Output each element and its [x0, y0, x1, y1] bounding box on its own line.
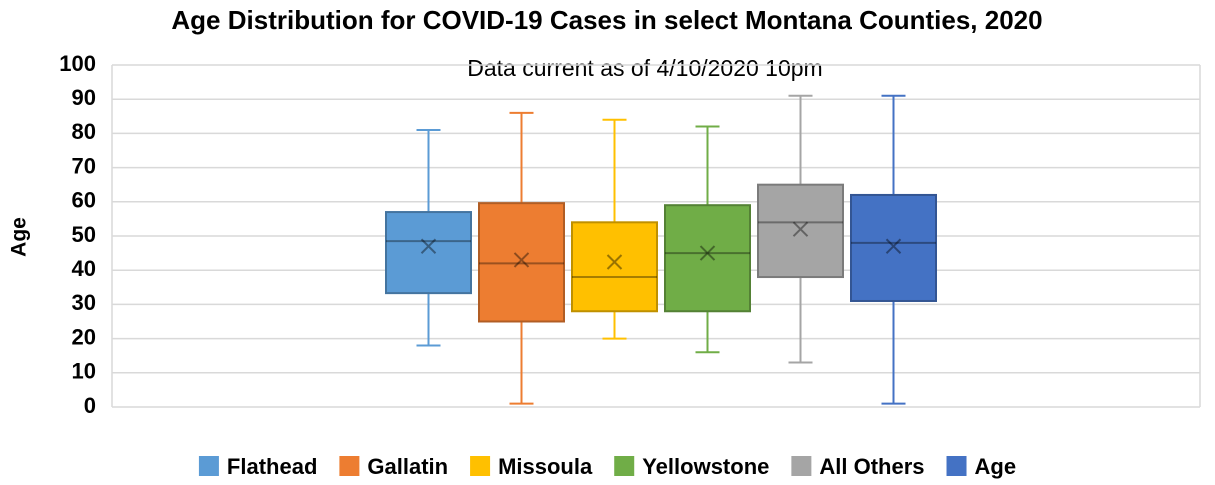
- box-outline: [757, 183, 844, 279]
- mean-marker: [513, 252, 530, 268]
- box-outline: [478, 202, 565, 323]
- y-tick-label: 10: [72, 359, 96, 384]
- box: [850, 193, 937, 302]
- legend-swatch: [791, 456, 812, 476]
- y-tick-label: 50: [72, 222, 96, 247]
- box-group: [664, 125, 751, 354]
- y-tick-label: 80: [72, 119, 96, 144]
- legend-item: Flathead: [198, 454, 317, 479]
- legend-item: All Others: [791, 454, 925, 479]
- box: [757, 183, 844, 279]
- legend-label: All Others: [819, 454, 924, 479]
- box-outline: [850, 193, 937, 302]
- y-tick-label: 60: [72, 188, 96, 213]
- box: [478, 202, 565, 323]
- mean-marker: [606, 254, 623, 270]
- chart-title: Age Distribution for COVID-19 Cases in s…: [171, 5, 1042, 35]
- box: [385, 211, 472, 295]
- legend-swatch: [946, 456, 967, 476]
- legend-item: Gallatin: [339, 454, 448, 479]
- legend-item: Age: [946, 454, 1017, 479]
- y-tick-label: 40: [72, 256, 96, 281]
- box: [571, 221, 658, 313]
- chart-subtitle: Data current as of 4/10/2020 10pm: [467, 55, 822, 81]
- box-group: [571, 118, 658, 340]
- box-group: [850, 94, 937, 405]
- legend: Flathead Gallatin Missoula Yellowstone All O…: [198, 454, 1017, 479]
- legend-swatch: [198, 456, 219, 476]
- mean-marker: [792, 221, 809, 237]
- y-axis-label: Age: [8, 217, 31, 257]
- box-group: [757, 94, 844, 364]
- y-tick-label: 20: [72, 324, 96, 349]
- y-tick-label: 100: [59, 51, 96, 76]
- legend-label: Gallatin: [367, 454, 448, 479]
- y-tick-label: 70: [72, 153, 96, 178]
- y-tick-label: 90: [72, 85, 96, 110]
- y-tick-label: 30: [72, 290, 96, 315]
- mean-marker: [885, 238, 902, 254]
- y-tick-label: 0: [84, 393, 96, 418]
- legend-item: Missoula: [470, 454, 593, 479]
- box-outline: [571, 221, 658, 313]
- legend-swatch: [339, 456, 360, 476]
- legend-swatch: [470, 456, 491, 476]
- mean-marker: [699, 245, 716, 261]
- legend-label: Age: [975, 454, 1017, 479]
- legend-item: Yellowstone: [614, 454, 769, 479]
- legend-label: Missoula: [498, 454, 593, 479]
- legend-swatch: [614, 456, 635, 476]
- box-group: [478, 111, 565, 405]
- mean-marker: [420, 238, 437, 254]
- box-outline: [385, 211, 472, 295]
- box-outline: [664, 204, 751, 313]
- legend-label: Flathead: [227, 454, 317, 479]
- box: [664, 204, 751, 313]
- legend-label: Yellowstone: [642, 454, 769, 479]
- box-group: [385, 128, 472, 347]
